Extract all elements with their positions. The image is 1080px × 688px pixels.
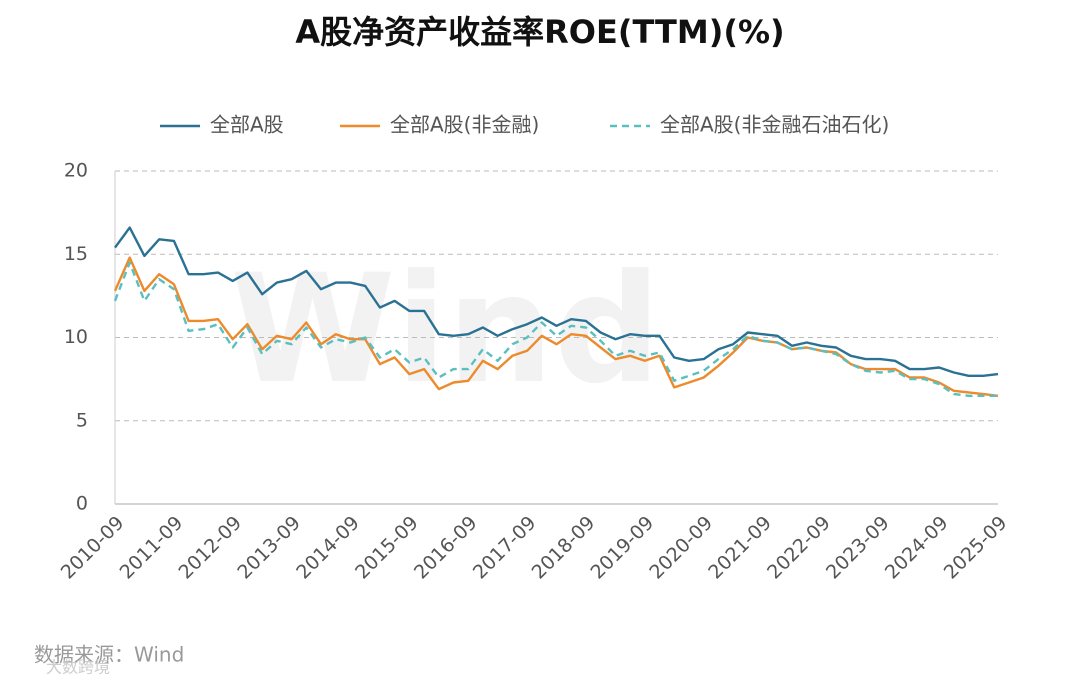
x-tick-label: 2016-09 (410, 512, 482, 584)
watermark: Wind (230, 243, 661, 417)
x-tick-label: 2022-09 (763, 512, 835, 584)
x-tick-label: 2024-09 (881, 512, 953, 584)
x-tick-label: 2013-09 (233, 512, 305, 584)
chart-title: A股净资产收益率ROE(TTM)(%) (295, 13, 784, 51)
x-tick-label: 2021-09 (704, 512, 776, 584)
x-tick-label: 2018-09 (528, 512, 600, 584)
x-tick-label: 2012-09 (174, 512, 246, 584)
y-tick-label: 0 (76, 493, 88, 515)
series-line (114, 226, 999, 377)
y-tick-label: 10 (64, 326, 88, 348)
x-tick-label: 2017-09 (469, 512, 541, 584)
x-tick-label: 2015-09 (351, 512, 423, 584)
legend-label: 全部A股(非金融石油石化) (660, 113, 889, 137)
x-tick-label: 2010-09 (57, 512, 129, 584)
source: 数据来源：Wind (34, 643, 184, 667)
x-tick-label: 2025-09 (940, 512, 1012, 584)
legend: 全部A股 全部A股(非金融) 全部A股(非金融石油石化) (160, 113, 889, 137)
legend-label: 全部A股(非金融) (390, 113, 539, 137)
y-tick-label: 5 (76, 409, 88, 431)
y-tick-label: 20 (64, 160, 88, 182)
x-tick-label: 2020-09 (645, 512, 717, 584)
series-line (113, 256, 999, 397)
legend-label: 全部A股 (210, 113, 284, 137)
x-tick-label: 2014-09 (292, 512, 364, 584)
x-tick-label: 2019-09 (587, 512, 659, 584)
x-tick-label: 2011-09 (116, 512, 188, 584)
x-tick-label: 2023-09 (822, 512, 894, 584)
y-tick-label: 15 (64, 243, 88, 265)
corner-mark: 大数跨境 (46, 658, 110, 677)
